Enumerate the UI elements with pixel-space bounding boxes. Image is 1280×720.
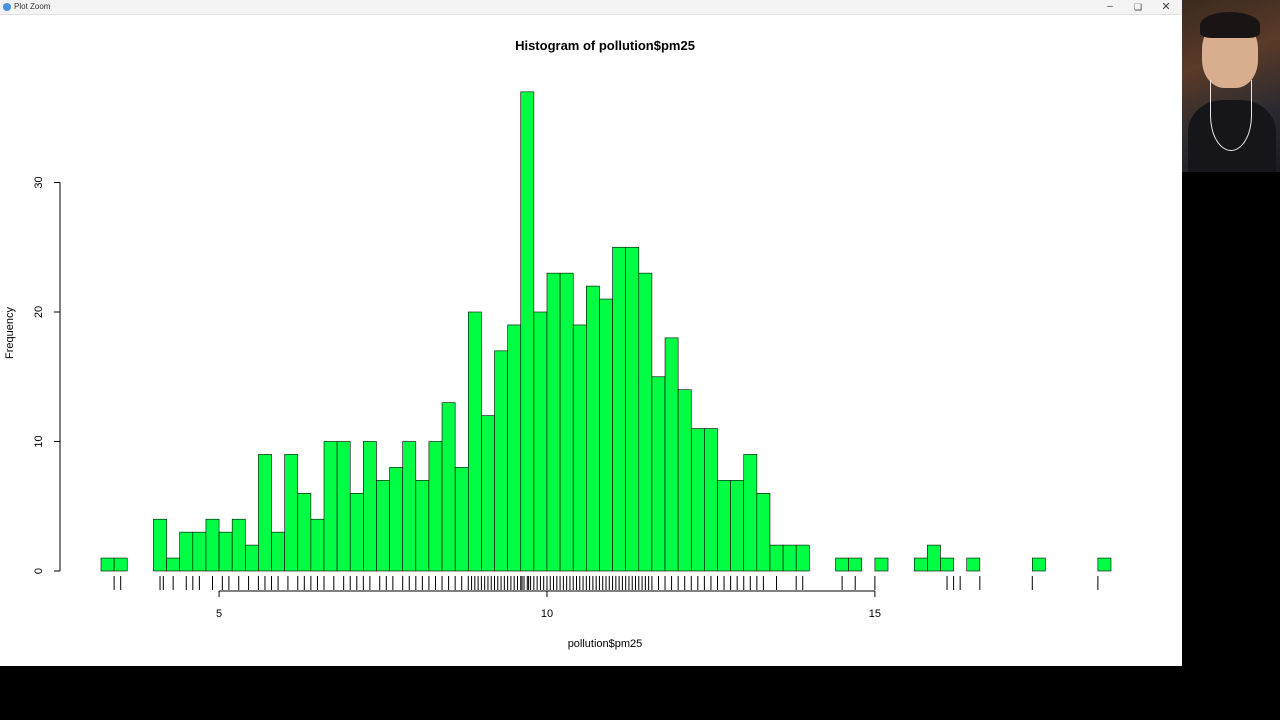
histogram-bar: [940, 557, 954, 572]
title-bar: Plot Zoom – ❏ ✕: [0, 0, 1182, 15]
histogram-bar: [271, 531, 285, 572]
plot-zoom-window: Plot Zoom – ❏ ✕ Histogram of pollution$p…: [0, 0, 1182, 666]
histogram-bar: [743, 454, 758, 572]
histogram-bar: [625, 246, 640, 572]
histogram-plot: Histogram of pollution$pm25 Frequency po…: [4, 38, 1112, 650]
histogram-bar: [599, 298, 613, 572]
histogram-bar: [376, 480, 390, 572]
x-axis-label: pollution$pm25: [568, 638, 643, 650]
histogram-bar: [612, 246, 626, 572]
histogram-bar: [651, 376, 666, 572]
histogram-bar: [192, 531, 207, 572]
histogram-bar: [690, 428, 705, 572]
window-title: Plot Zoom: [14, 2, 51, 11]
histogram-bar: [546, 272, 561, 572]
x-tick-label: 10: [541, 608, 553, 620]
histogram-bar: [244, 544, 259, 572]
webcam-feed: [1182, 0, 1280, 172]
histogram-bar: [336, 441, 351, 572]
y-tick-label: 10: [33, 435, 45, 447]
histogram-bar: [166, 557, 181, 572]
histogram-bar: [559, 272, 574, 572]
histogram-bar: [284, 454, 299, 572]
histogram-bar: [415, 480, 430, 572]
histogram-bar: [835, 557, 849, 572]
histogram-bar: [323, 441, 338, 572]
histogram-bar: [913, 557, 928, 572]
histogram-bar: [795, 544, 810, 572]
y-tick-label: 20: [33, 306, 45, 318]
close-button[interactable]: ✕: [1152, 0, 1180, 14]
minimize-button[interactable]: –: [1096, 0, 1124, 14]
histogram-bar: [520, 91, 535, 572]
histogram-bar: [428, 441, 443, 572]
histogram-bar: [113, 557, 128, 572]
histogram-bars: [100, 91, 1112, 572]
y-tick-label: 0: [33, 568, 45, 574]
histogram-bar: [874, 557, 889, 572]
histogram-bar: [258, 454, 272, 572]
histogram-bar: [454, 467, 469, 572]
histogram-bar: [389, 467, 403, 572]
histogram-bar: [231, 518, 246, 572]
histogram-bar: [966, 557, 981, 572]
histogram-bar: [730, 480, 745, 572]
histogram-bar: [717, 480, 731, 572]
histogram-bar: [402, 441, 417, 572]
histogram-bar: [664, 337, 679, 572]
histogram-bar: [572, 324, 587, 572]
histogram-bar: [586, 285, 600, 572]
minimize-icon: –: [1107, 1, 1113, 12]
histogram-bar: [297, 492, 312, 572]
webcam-person-hair: [1200, 12, 1260, 38]
histogram-bar: [205, 518, 220, 572]
histogram-bar: [507, 324, 522, 572]
histogram-bar: [349, 492, 364, 572]
histogram-bar: [756, 492, 771, 572]
histogram-bar: [1097, 557, 1112, 572]
histogram-bar: [363, 441, 377, 572]
chart-title: Histogram of pollution$pm25: [515, 38, 695, 53]
x-axis: 5 10 15: [216, 590, 881, 620]
histogram-bar: [494, 350, 508, 572]
maximize-icon: ❏: [1133, 2, 1143, 12]
histogram-bar: [704, 428, 718, 572]
histogram-bar: [481, 415, 495, 572]
x-tick-label: 5: [216, 608, 222, 620]
histogram-bar: [179, 531, 194, 572]
y-axis-label: Frequency: [4, 307, 16, 359]
rug-marks: [113, 576, 1099, 590]
y-axis: 0 10 20 30: [33, 176, 61, 574]
maximize-button[interactable]: ❏: [1124, 0, 1152, 14]
close-icon: ✕: [1161, 1, 1171, 13]
histogram-bar: [441, 402, 456, 572]
x-tick-label: 15: [869, 608, 881, 620]
app-icon: [3, 3, 11, 11]
histogram-bar: [100, 557, 115, 572]
histogram-bar: [677, 389, 692, 572]
histogram-bar: [533, 311, 548, 572]
histogram-bar: [769, 544, 784, 572]
histogram-bar: [1032, 557, 1046, 572]
histogram-bar: [638, 272, 653, 572]
earphone-cable: [1210, 80, 1252, 151]
histogram-bar: [848, 557, 863, 572]
y-tick-label: 30: [33, 176, 45, 188]
histogram-bar: [467, 311, 482, 572]
histogram-bar: [218, 531, 233, 572]
histogram-bar: [310, 518, 325, 572]
histogram-bar: [782, 544, 797, 572]
histogram-bar: [927, 544, 941, 572]
histogram-bar: [153, 518, 167, 572]
